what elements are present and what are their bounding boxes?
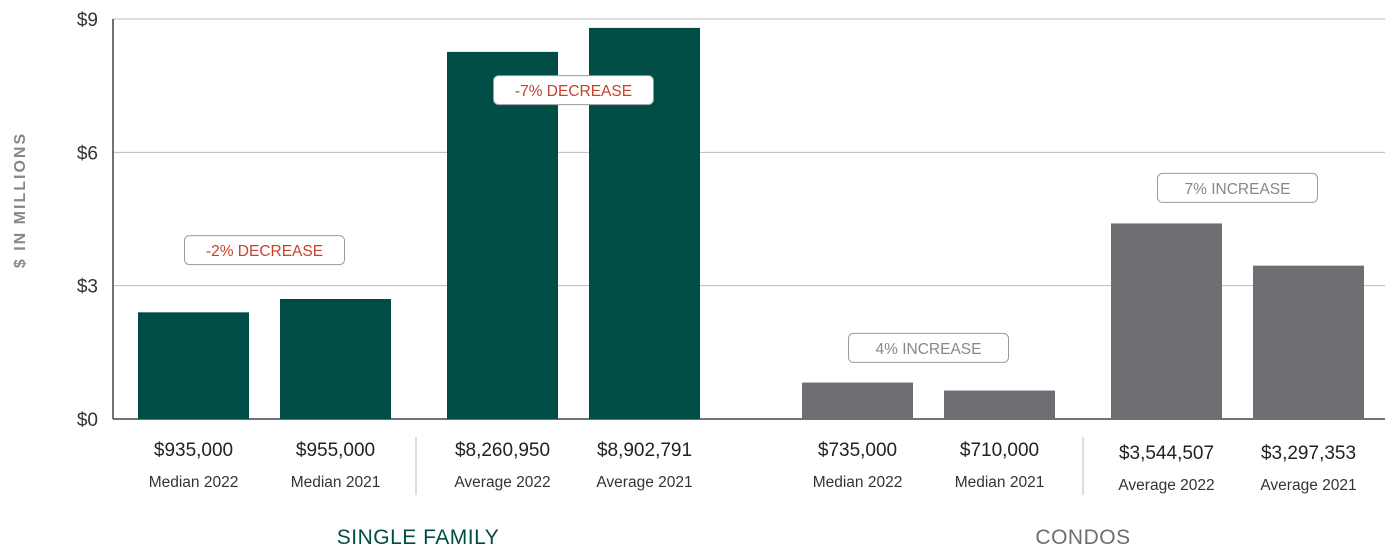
bar-value-label: $710,000 [960,440,1039,461]
bar-category-label: Average 2021 [596,474,692,491]
bar-single-family-median-2021 [280,299,391,419]
bar-category-label: Median 2022 [149,474,239,491]
bar-condos-median-2021 [944,390,1055,419]
y-tick-label: $0 [77,410,98,431]
bar-value-label: $935,000 [154,440,233,461]
callout-box [848,332,1009,363]
change-callout: 7% INCREASE [1157,172,1318,203]
bar-single-family-median-2022 [138,312,249,419]
y-tick-label: $6 [77,143,98,164]
bar-value-label: $8,260,950 [455,440,550,461]
bar-labels: $935,000 Median 2022 $955,000 Median 2021 $8… [149,437,1357,495]
group-label-condos: CONDOS [1035,526,1130,548]
bar-value-label: $735,000 [818,440,897,461]
y-tick-label: $9 [77,10,98,31]
group-label-single-family: SINGLE FAMILY [337,526,500,548]
bar-value-label: $3,297,353 [1261,443,1356,464]
callout-text: -2% DECREASE [206,243,323,260]
bar-condos-average-2021 [1253,265,1364,419]
bar-condos-average-2022 [1111,223,1222,419]
callout-box [1157,172,1318,203]
y-axis-label: $ IN MILLIONS [12,132,29,268]
callout-box [493,75,654,106]
callout-text: 4% INCREASE [876,341,982,358]
bar-condos-median-2022 [802,382,913,419]
callout-text: -7% DECREASE [515,83,632,100]
y-tick-label: $3 [77,277,98,298]
callout-box [184,235,345,266]
y-axis: $0 $3 $6 $9 [77,10,114,431]
change-callout: -7% DECREASE [493,75,654,106]
bar-category-label: Average 2022 [1118,477,1214,494]
bar-single-family-average-2022 [447,51,558,420]
bar-value-label: $955,000 [296,440,375,461]
callout-text: 7% INCREASE [1185,181,1291,198]
change-callouts: -2% DECREASE -7% DECREASE 4% INCREASE 7% IN… [184,75,1318,363]
group-labels: SINGLE FAMILY CONDOS [337,526,1130,548]
bar-category-label: Median 2021 [955,474,1045,491]
change-callout: -2% DECREASE [184,235,345,266]
bar-category-label: Average 2022 [454,474,550,491]
bar-category-label: Median 2022 [813,474,903,491]
bar-value-label: $8,902,791 [597,440,692,461]
change-callout: 4% INCREASE [848,332,1009,363]
bar-value-label: $3,544,507 [1119,443,1214,464]
bars [138,27,1364,420]
bar-category-label: Average 2021 [1260,477,1356,494]
bar-category-label: Median 2021 [291,474,381,491]
